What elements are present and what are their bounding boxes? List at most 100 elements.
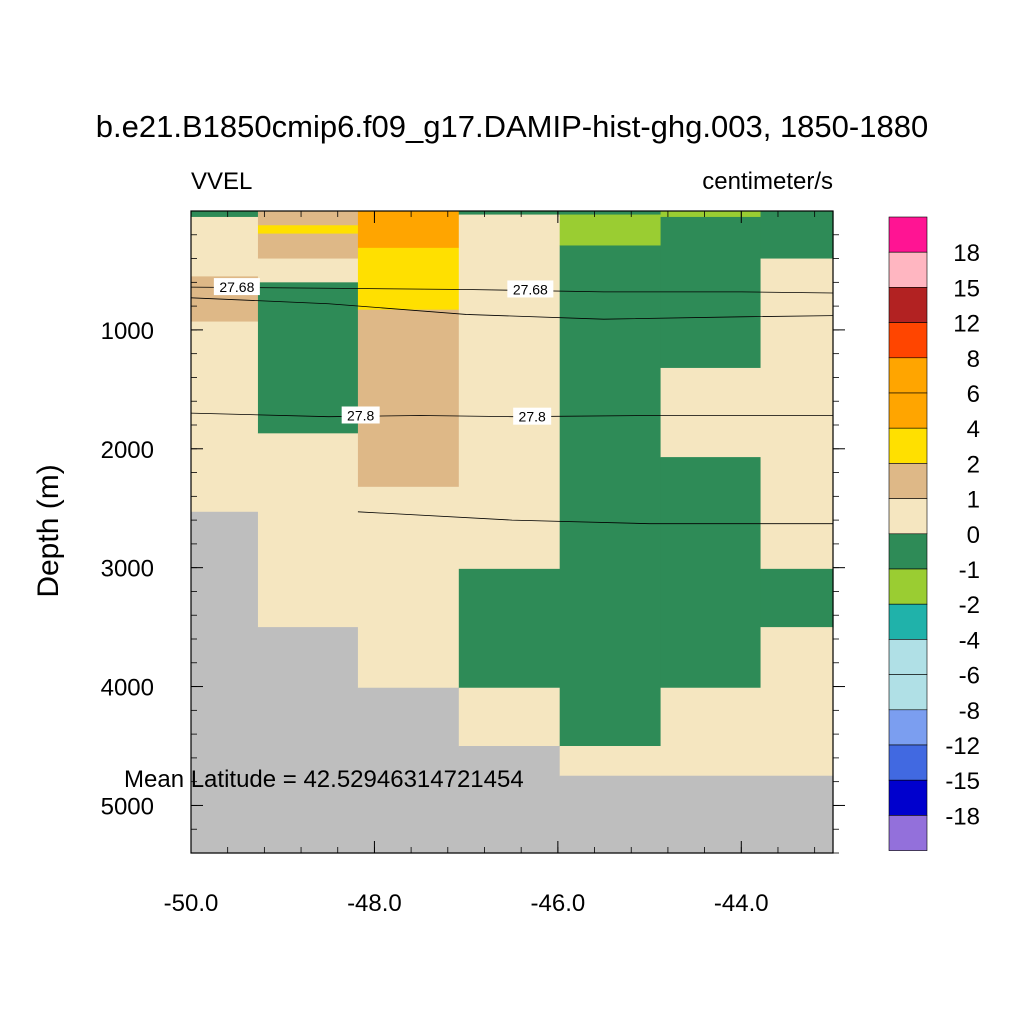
heatmap-cell-1-1 xyxy=(257,225,359,235)
heatmap-cell-6-2 xyxy=(760,568,834,628)
heatmap-cell-4-4 xyxy=(559,775,662,854)
heatmap-cell-0-0 xyxy=(191,211,259,218)
colorbar-label: -8 xyxy=(959,698,980,725)
contour-label: 27.8 xyxy=(347,407,374,423)
colorbar-label: 6 xyxy=(967,381,980,408)
colorbar-swatch-17 xyxy=(888,815,928,851)
plot-axes: -50.0 -48.0 -46.0 -44.0 1000 2000 3000 4000 5000 xyxy=(101,210,845,917)
variable-label: VVEL xyxy=(191,168,252,195)
colorbar-label: -2 xyxy=(959,592,980,619)
colorbar-swatch-0 xyxy=(888,216,928,253)
colorbar-label: 15 xyxy=(953,275,980,302)
colorbar-label: 1 xyxy=(967,487,980,514)
contour-label-box xyxy=(213,278,260,296)
colorbar-label: -12 xyxy=(945,733,980,760)
heatmap-cell-4-2 xyxy=(559,245,662,747)
colorbar-swatch-3 xyxy=(888,322,928,359)
colorbar-swatch-5 xyxy=(888,392,928,429)
heatmap-cell-0-4 xyxy=(191,511,259,854)
heatmap-cell-1-6 xyxy=(257,627,359,854)
plot-frame xyxy=(190,210,834,854)
colorbar-swatch-15 xyxy=(888,744,928,781)
units-label: centimeter/s xyxy=(702,168,833,195)
contour-line-2 xyxy=(190,412,833,418)
heatmap-cell-2-0 xyxy=(357,211,460,249)
heatmap-cell-1-3 xyxy=(257,258,359,283)
colorbar-label: -1 xyxy=(959,557,980,584)
heatmap-cell-4-0 xyxy=(559,211,662,216)
colorbar-label: -4 xyxy=(959,627,980,654)
colorbar-label: 12 xyxy=(953,311,980,338)
heatmap-cell-1-2 xyxy=(257,233,359,260)
heatmap-cell-0-1 xyxy=(191,216,259,277)
x-tick-label: -46.0 xyxy=(531,890,586,917)
colorbar: 18 15 12 8 6 4 2 1 0 -1 -2 -4 -6 -8 -12 -15 -18 xyxy=(888,216,980,851)
heatmap-cell-4-3 xyxy=(559,746,662,777)
contour-lines: 27.68 27.68 27.8 27.8 xyxy=(190,278,834,525)
contour-label: 27.8 xyxy=(519,409,546,425)
colorbar-swatch-2 xyxy=(888,287,928,323)
heatmap-cell-6-1 xyxy=(760,258,834,570)
y-tick-label: 1000 xyxy=(101,318,154,345)
colorbar-swatch-4 xyxy=(888,357,928,394)
heatmap-cell-5-4 xyxy=(660,687,762,777)
heatmap-cell-5-1 xyxy=(660,216,762,369)
heatmap-cell-2-4 xyxy=(357,687,460,854)
y-tick-label: 3000 xyxy=(101,556,154,583)
contour-label: 27.68 xyxy=(219,279,254,295)
colorbar-label: 2 xyxy=(967,451,980,478)
heatmap-cell-1-0 xyxy=(257,211,359,226)
y-tick-label: 5000 xyxy=(101,793,154,820)
heatmap-cell-5-5 xyxy=(660,775,762,854)
heatmap-cell-3-1 xyxy=(458,214,561,570)
colorbar-swatch-14 xyxy=(888,709,928,746)
heatmap-cell-1-5 xyxy=(257,433,359,628)
y-tick-label: 4000 xyxy=(101,675,154,702)
colorbar-swatch-11 xyxy=(888,603,928,640)
colorbar-swatch-8 xyxy=(888,498,928,535)
colorbar-label: -6 xyxy=(959,663,980,690)
contour-label-box xyxy=(513,407,552,425)
colorbar-label: 4 xyxy=(967,416,980,443)
colorbar-label: -18 xyxy=(945,803,980,830)
y-axis-label: Depth (m) xyxy=(32,464,65,597)
contour-label: 27.68 xyxy=(513,281,548,297)
x-tick-label: -48.0 xyxy=(347,890,402,917)
colorbar-swatch-16 xyxy=(888,779,928,816)
colorbar-swatch-12 xyxy=(888,639,928,675)
colorbar-label: 8 xyxy=(967,346,980,373)
heatmap-cell-5-2 xyxy=(660,367,762,458)
y-tick-label: 2000 xyxy=(101,437,154,464)
colorbar-label: 0 xyxy=(967,522,980,549)
heatmap-cell-3-4 xyxy=(458,746,561,854)
chart-title: b.e21.B1850cmip6.f09_g17.DAMIP-hist-ghg.… xyxy=(96,109,928,144)
x-tick-label: -44.0 xyxy=(714,890,769,917)
heatmap-cell-2-2 xyxy=(357,309,460,488)
colorbar-swatch-10 xyxy=(888,568,928,605)
heatmap-cell-2-1 xyxy=(357,247,460,311)
colorbar-swatch-7 xyxy=(888,463,928,499)
contour-label-box xyxy=(507,280,554,298)
heatmap-cells xyxy=(191,211,834,854)
contour-line-1 xyxy=(190,297,834,320)
heatmap-cell-3-0 xyxy=(458,211,561,216)
contour-line-3 xyxy=(357,511,833,525)
mean-latitude-annotation: Mean Latitude = 42.52946314721454 xyxy=(124,766,524,793)
colorbar-swatch-9 xyxy=(888,533,928,570)
heatmap-cell-5-3 xyxy=(660,457,762,689)
x-tick-label: -50.0 xyxy=(164,890,219,917)
heatmap-cell-6-3 xyxy=(760,627,834,777)
colorbar-label: -15 xyxy=(945,768,980,795)
heatmap-cell-0-3 xyxy=(191,321,259,513)
heatmap-cell-3-3 xyxy=(458,687,561,747)
heatmap-cell-6-4 xyxy=(760,775,834,854)
contour-label-box xyxy=(341,406,380,424)
colorbar-swatch-1 xyxy=(888,251,928,288)
heatmap-cell-5-0 xyxy=(660,211,762,218)
colorbar-swatch-13 xyxy=(888,674,928,711)
heatmap-cell-4-1 xyxy=(559,214,662,247)
heatmap-cell-2-3 xyxy=(357,486,460,689)
colorbar-swatch-6 xyxy=(888,427,928,464)
heatmap-cell-6-0 xyxy=(760,211,834,260)
